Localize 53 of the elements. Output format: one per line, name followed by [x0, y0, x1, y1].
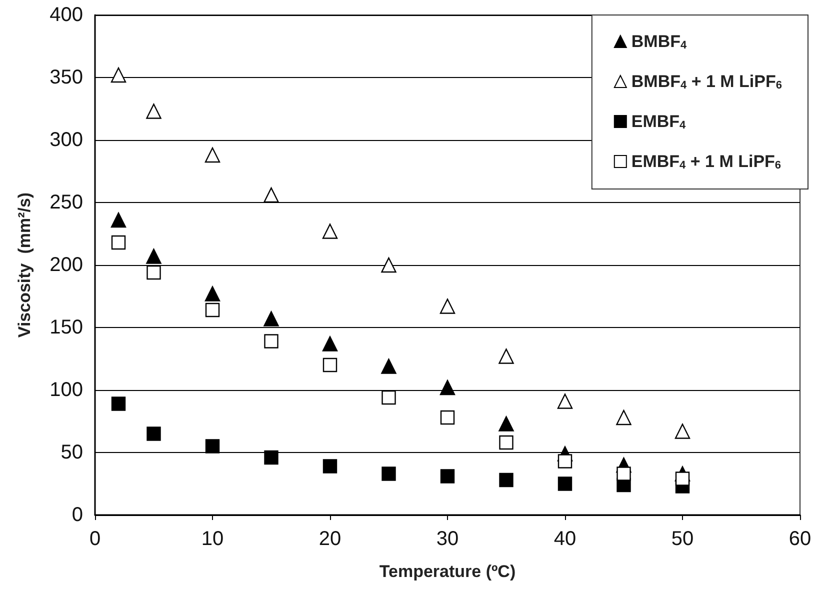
x-axis-title: Temperature (ºC): [379, 562, 516, 581]
point: [204, 147, 220, 163]
point: [205, 302, 220, 318]
point: [440, 410, 455, 425]
point: [440, 298, 456, 314]
point: [322, 358, 338, 372]
point: [264, 187, 279, 203]
x-tick-label: 40: [554, 528, 576, 550]
y-tick-label: 50: [60, 442, 83, 464]
x-tick-label: 10: [201, 528, 224, 550]
point: [498, 348, 514, 364]
point: [558, 454, 572, 468]
point: [616, 466, 631, 481]
point: [322, 224, 338, 239]
y-tick-label: 350: [50, 66, 83, 88]
point: [616, 410, 632, 426]
point: [557, 394, 573, 409]
point: [440, 380, 456, 396]
point: [146, 104, 162, 119]
y-tick-label: 0: [72, 504, 83, 526]
point: [110, 212, 126, 228]
y-tick-label: 300: [50, 129, 83, 151]
y-tick-label: 400: [50, 4, 83, 26]
point: [382, 466, 396, 481]
y-tick-label: 150: [50, 316, 83, 338]
y-tick-label: 200: [50, 254, 83, 276]
y-tick-label: 100: [50, 379, 83, 401]
point: [110, 67, 126, 83]
point: [558, 476, 572, 491]
point: [111, 396, 126, 411]
point: [675, 472, 690, 486]
point: [322, 459, 338, 474]
point: [204, 286, 220, 302]
x-tick-label: 60: [788, 528, 812, 550]
point: [205, 439, 220, 454]
point: [674, 424, 690, 439]
x-tick-label: 0: [89, 528, 101, 550]
x-tick-label: 50: [671, 528, 694, 550]
point: [499, 472, 514, 488]
point: [146, 248, 162, 264]
point: [440, 469, 455, 484]
point: [381, 257, 396, 273]
point: [498, 416, 514, 432]
y-tick-label: 250: [50, 192, 83, 214]
point: [264, 311, 279, 326]
point: [322, 336, 338, 352]
point: [381, 358, 396, 374]
y-axis-title: Viscosity (mm²/s): [15, 192, 34, 338]
point: [264, 450, 278, 465]
x-tick-label: 20: [318, 528, 342, 550]
point: [111, 235, 126, 250]
x-tick-label: 30: [436, 528, 459, 550]
point: [146, 426, 161, 441]
